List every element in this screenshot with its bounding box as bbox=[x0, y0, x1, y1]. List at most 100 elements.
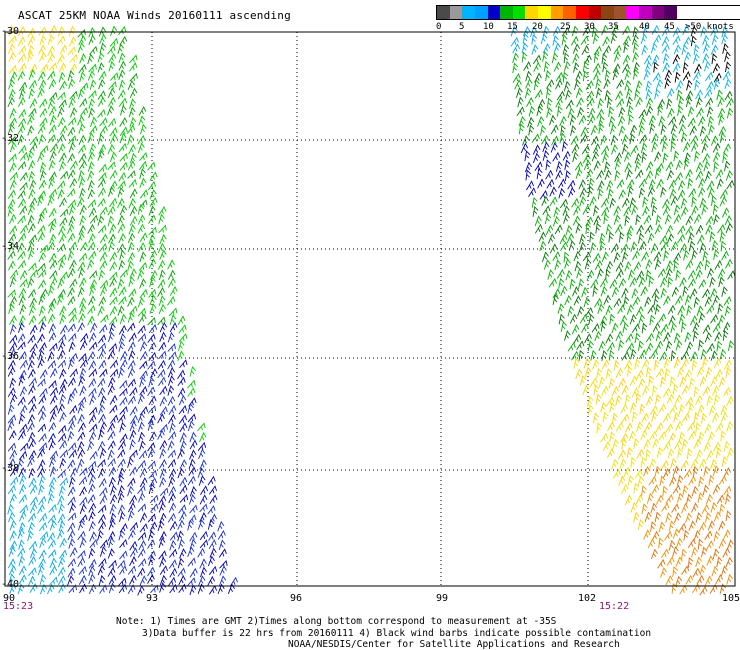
wind-barb bbox=[99, 546, 107, 557]
wind-barb bbox=[48, 323, 56, 334]
wind-barb bbox=[685, 493, 693, 505]
wind-barb bbox=[57, 180, 66, 190]
wind-barb bbox=[578, 278, 585, 290]
wind-barb bbox=[99, 395, 107, 406]
wind-barb bbox=[711, 240, 719, 251]
wind-barb bbox=[60, 170, 69, 180]
wind-barb bbox=[167, 259, 175, 270]
wind-barb bbox=[709, 583, 718, 594]
wind-barb bbox=[643, 214, 652, 225]
wind-barb bbox=[98, 78, 106, 90]
wind-barb bbox=[59, 411, 67, 422]
wind-barb bbox=[57, 278, 65, 289]
wind-barb bbox=[609, 278, 618, 289]
wind-barb bbox=[58, 62, 67, 73]
wind-barb bbox=[672, 546, 679, 557]
wind-barb bbox=[640, 456, 647, 468]
wind-barb bbox=[521, 51, 528, 63]
wind-barb bbox=[586, 168, 594, 180]
wind-barb bbox=[543, 259, 551, 270]
wind-barb bbox=[722, 547, 731, 558]
legend-swatch bbox=[538, 6, 551, 19]
wind-barb bbox=[29, 197, 38, 208]
wind-barb bbox=[97, 377, 106, 388]
lon-label-102: 102 bbox=[578, 593, 597, 604]
wind-barb bbox=[137, 484, 146, 494]
wind-barb bbox=[602, 441, 611, 452]
wind-barb bbox=[77, 458, 85, 469]
wind-barb bbox=[574, 260, 582, 272]
wind-barb bbox=[129, 54, 138, 64]
wind-barb bbox=[566, 232, 575, 244]
wind-barb bbox=[168, 468, 177, 479]
wind-barb bbox=[18, 413, 26, 425]
wind-barb bbox=[89, 539, 98, 549]
wind-barb bbox=[601, 251, 609, 262]
wind-barb bbox=[643, 54, 652, 65]
wind-barb bbox=[189, 449, 197, 460]
wind-barb bbox=[616, 98, 625, 108]
wind-barb bbox=[168, 431, 177, 441]
legend-labels: 0 5 10 15 20 25 30 35 40 45 >50 knots bbox=[436, 22, 740, 34]
wind-barb bbox=[188, 494, 196, 505]
wind-barb bbox=[682, 484, 689, 496]
wind-barb bbox=[718, 520, 726, 531]
wind-barb bbox=[28, 107, 37, 117]
wind-barb bbox=[591, 151, 599, 162]
wind-barb bbox=[534, 223, 543, 234]
wind-barb bbox=[127, 359, 136, 370]
wind-barb bbox=[167, 458, 177, 469]
wind-barb bbox=[119, 538, 128, 548]
wind-barb bbox=[67, 116, 77, 126]
wind-barb bbox=[653, 251, 662, 262]
wind-barb bbox=[660, 459, 669, 470]
wind-barb bbox=[157, 359, 166, 370]
wind-barb bbox=[668, 539, 676, 551]
wind-barb bbox=[658, 313, 667, 323]
wind-barb bbox=[695, 260, 704, 271]
wind-barb bbox=[691, 205, 699, 216]
wind-barb bbox=[129, 420, 137, 432]
wind-barb bbox=[678, 431, 685, 443]
wind-barb bbox=[563, 60, 571, 72]
wind-barb bbox=[601, 385, 609, 396]
wind-barb bbox=[713, 161, 720, 173]
wind-barb bbox=[650, 196, 657, 208]
wind-barb bbox=[590, 278, 599, 289]
wind-barb bbox=[718, 125, 727, 137]
wind-barb bbox=[723, 529, 731, 540]
wind-barb bbox=[592, 252, 601, 263]
wind-barb bbox=[158, 495, 167, 506]
wind-barb bbox=[27, 334, 36, 344]
wind-barb bbox=[576, 267, 583, 279]
wind-barb bbox=[28, 170, 36, 182]
wind-barb bbox=[708, 124, 715, 136]
wind-barb bbox=[559, 115, 567, 127]
wind-barb bbox=[20, 224, 29, 234]
wind-barb bbox=[47, 303, 56, 314]
wind-barb bbox=[9, 348, 17, 360]
wind-barb bbox=[555, 79, 563, 90]
wind-barb bbox=[87, 199, 97, 208]
wind-barb bbox=[626, 96, 633, 108]
wind-barb bbox=[99, 584, 108, 594]
wind-barb bbox=[572, 43, 581, 54]
wind-barb bbox=[17, 341, 26, 351]
wind-barb bbox=[129, 87, 138, 98]
wind-barb bbox=[652, 72, 661, 82]
wind-barb bbox=[712, 465, 720, 476]
wind-barb bbox=[676, 492, 684, 504]
wind-barb bbox=[69, 107, 78, 118]
wind-barb bbox=[139, 251, 147, 262]
wind-barb bbox=[67, 430, 75, 442]
wind-barb bbox=[717, 268, 726, 279]
wind-barb bbox=[27, 51, 34, 63]
wind-barb bbox=[49, 222, 56, 233]
legend-label: 25 bbox=[560, 22, 571, 32]
wind-barb bbox=[553, 42, 561, 53]
wind-barb bbox=[622, 197, 630, 208]
wind-barb bbox=[137, 393, 145, 405]
wind-barb bbox=[59, 44, 68, 55]
wind-barb bbox=[38, 44, 46, 55]
wind-barb bbox=[178, 414, 188, 424]
